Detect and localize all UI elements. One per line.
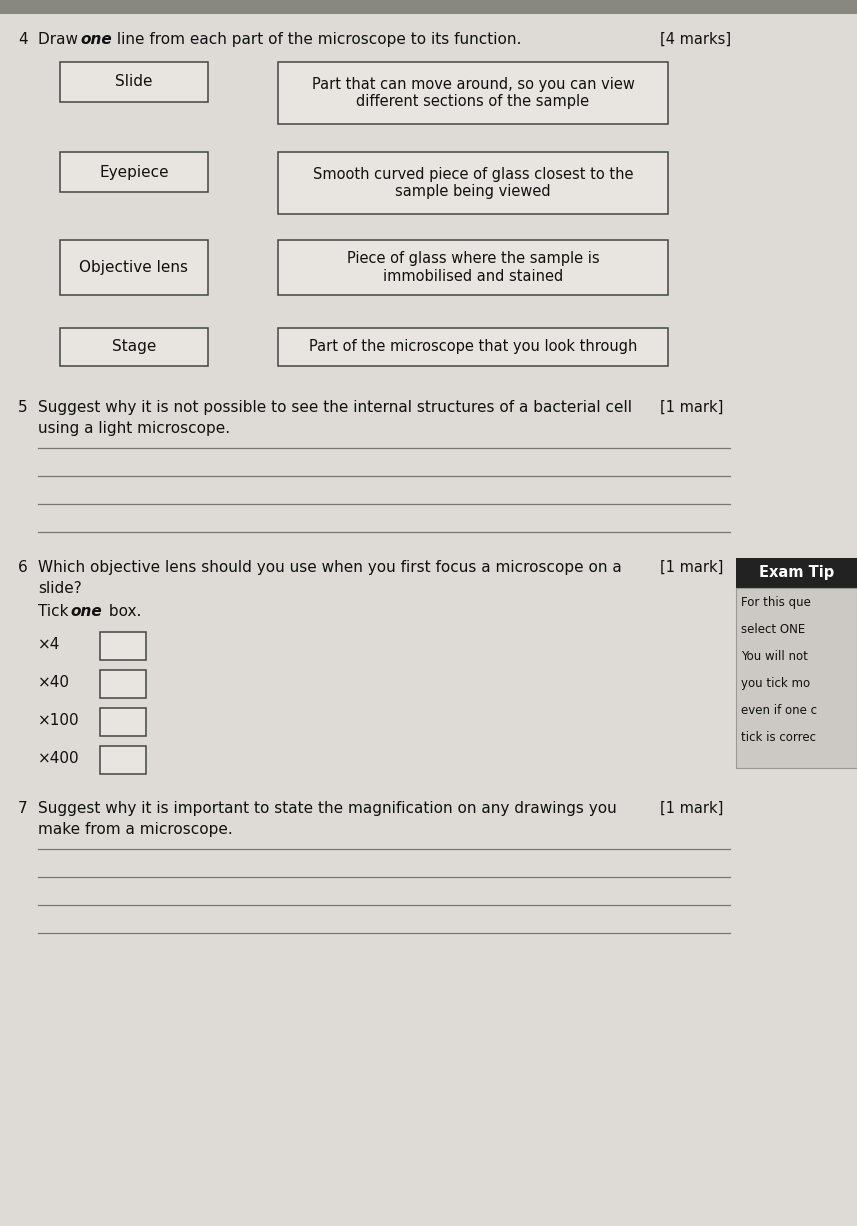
- Text: Smooth curved piece of glass closest to the
sample being viewed: Smooth curved piece of glass closest to …: [313, 167, 633, 199]
- Text: even if one c: even if one c: [741, 704, 817, 717]
- Text: select ONE: select ONE: [741, 623, 806, 636]
- Text: Stage: Stage: [111, 340, 156, 354]
- Text: one: one: [70, 604, 102, 619]
- Text: one: one: [80, 32, 111, 47]
- Bar: [736, 588, 857, 767]
- Text: Part that can move around, so you can view
different sections of the sample: Part that can move around, so you can vi…: [312, 77, 634, 109]
- Text: You will not: You will not: [741, 650, 808, 663]
- Text: Slide: Slide: [115, 75, 153, 89]
- Text: Which objective lens should you use when you first focus a microscope on a
slide: Which objective lens should you use when…: [38, 560, 621, 596]
- Bar: [278, 240, 668, 295]
- Text: [1 mark]: [1 mark]: [660, 801, 723, 817]
- Bar: [0, 0, 857, 13]
- Bar: [736, 558, 857, 588]
- Bar: [278, 63, 668, 124]
- Text: Piece of glass where the sample is
immobilised and stained: Piece of glass where the sample is immob…: [347, 251, 599, 283]
- Bar: [100, 631, 146, 660]
- Text: [1 mark]: [1 mark]: [660, 560, 723, 575]
- Text: Eyepiece: Eyepiece: [99, 164, 169, 179]
- Text: Suggest why it is important to state the magnification on any drawings you
make : Suggest why it is important to state the…: [38, 801, 617, 837]
- Text: box.: box.: [104, 604, 141, 619]
- Bar: [60, 152, 208, 192]
- Bar: [60, 240, 208, 295]
- Bar: [60, 329, 208, 367]
- Bar: [278, 152, 668, 215]
- Text: ×400: ×400: [38, 752, 80, 766]
- Text: ×100: ×100: [38, 714, 80, 728]
- Text: Objective lens: Objective lens: [80, 260, 189, 275]
- Text: ×40: ×40: [38, 676, 70, 690]
- Text: 5: 5: [18, 400, 27, 414]
- Text: ×4: ×4: [38, 638, 60, 652]
- Text: 6: 6: [18, 560, 27, 575]
- Bar: [100, 669, 146, 698]
- Text: you tick mo: you tick mo: [741, 677, 810, 690]
- Text: Tick: Tick: [38, 604, 74, 619]
- Text: Part of the microscope that you look through: Part of the microscope that you look thr…: [309, 340, 638, 354]
- Text: tick is correc: tick is correc: [741, 731, 816, 744]
- Text: Exam Tip: Exam Tip: [759, 565, 834, 580]
- Bar: [100, 707, 146, 736]
- Text: 7: 7: [18, 801, 27, 817]
- Text: Suggest why it is not possible to see the internal structures of a bacterial cel: Suggest why it is not possible to see th…: [38, 400, 632, 436]
- Text: For this que: For this que: [741, 596, 811, 609]
- Text: line from each part of the microscope to its function.: line from each part of the microscope to…: [112, 32, 521, 47]
- Bar: [278, 329, 668, 367]
- Bar: [100, 745, 146, 774]
- Text: [1 mark]: [1 mark]: [660, 400, 723, 414]
- Bar: [60, 63, 208, 102]
- Text: Draw: Draw: [38, 32, 83, 47]
- Text: [4 marks]: [4 marks]: [660, 32, 731, 47]
- Text: 4: 4: [18, 32, 27, 47]
